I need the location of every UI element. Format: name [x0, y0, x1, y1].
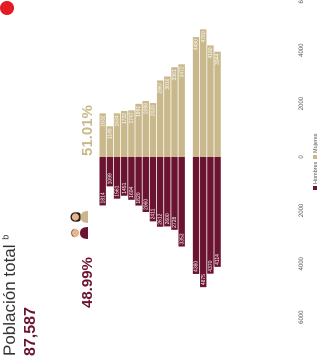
bar-hombres	[200, 156, 207, 288]
bar-hombres	[128, 156, 135, 200]
bar-mujeres	[192, 37, 200, 157]
legend-label: Hombres	[313, 161, 319, 184]
bar-label-mujeres: 3361	[172, 69, 178, 80]
bar-label-hombres: 2600	[165, 213, 171, 224]
bar-hombres	[106, 157, 114, 187]
bar-label-hombres: 2411	[151, 208, 157, 219]
bar-mujeres	[142, 100, 149, 157]
bar-hombres	[192, 157, 200, 274]
bar-mujeres	[128, 110, 135, 157]
bar-hombres	[142, 157, 149, 213]
bar-label-mujeres: 1722	[122, 113, 128, 124]
bar-hombres	[207, 157, 214, 274]
bar-label-hombres: 1451	[122, 182, 128, 193]
bar-hombres	[99, 157, 106, 206]
bar-hombres	[164, 157, 171, 227]
bar-mujeres	[156, 80, 164, 157]
bar-hombres	[121, 157, 128, 196]
bar-mujeres	[164, 76, 171, 157]
bar-mujeres	[113, 113, 121, 157]
bar-label-mujeres: 2020	[151, 105, 157, 116]
bar-label-mujeres: 1634	[115, 115, 121, 126]
bar-hombres	[214, 157, 221, 267]
bar-hombres	[156, 157, 164, 227]
bar-mujeres	[207, 45, 214, 157]
bar-label-hombres: 4380	[194, 261, 200, 272]
bar-label-hombres: 4875	[201, 274, 207, 285]
bar-mujeres	[171, 67, 178, 157]
bar-hombres	[113, 156, 121, 199]
bar-label-hombres: 1604	[129, 186, 135, 197]
bar-label-mujeres: 2098	[143, 103, 149, 114]
bar-mujeres	[214, 51, 221, 157]
bar-hombres	[135, 156, 142, 206]
axis-tick-label: 4000	[299, 256, 305, 270]
bar-label-mujeres: 1632	[100, 115, 106, 126]
bar-label-hombres: 2060	[143, 199, 149, 210]
axis-tick-label: 2000	[299, 96, 305, 110]
axis-tick-label: 6000	[299, 0, 305, 3]
bar-hombres	[149, 157, 157, 222]
bar-label-mujeres: 3016	[165, 78, 171, 89]
woman-icon	[70, 211, 88, 223]
bar-hombres	[171, 157, 178, 230]
legend-label: Mujeres	[313, 133, 319, 153]
bar-label-mujeres: 1991	[136, 106, 142, 117]
bar-label-hombres: 2728	[172, 216, 178, 227]
bar-hombres	[178, 157, 185, 247]
bar-mujeres	[149, 103, 157, 157]
axis-tick-label: 0	[299, 155, 305, 159]
bar-label-mujeres: 4180	[208, 47, 214, 58]
bar-mujeres	[99, 113, 106, 157]
bar-label-hombres: 4370	[208, 260, 214, 271]
legend-swatch	[313, 186, 317, 190]
bar-label-hombres: 1820	[136, 192, 142, 203]
bar-label-mujeres: 1149	[107, 128, 113, 139]
legend-swatch	[313, 155, 317, 159]
bar-label-hombres: 1561	[115, 185, 121, 196]
bar-mujeres	[121, 111, 128, 157]
bar-mujeres	[200, 29, 207, 157]
bar-label-hombres: 4114	[215, 254, 221, 265]
man-icon	[70, 227, 88, 239]
bar-mujeres	[106, 126, 114, 157]
bar-label-mujeres: 1747	[129, 112, 135, 123]
axis-tick-label: 4000	[299, 43, 305, 57]
bar-label-mujeres: 2867	[158, 82, 164, 93]
axis-tick-label: 2000	[299, 203, 305, 217]
bar-mujeres	[178, 64, 185, 157]
bar-label-mujeres: 3472	[179, 66, 185, 77]
bar-label-hombres: 1099	[107, 173, 113, 184]
bar-mujeres	[135, 103, 142, 157]
bar-label-mujeres: 4780	[201, 31, 207, 42]
bar-label-mujeres: 3944	[215, 53, 221, 64]
bar-label-hombres: 3353	[179, 233, 185, 244]
bar-label-hombres: 1814	[100, 192, 106, 203]
bar-label-hombres: 2612	[158, 213, 164, 224]
axis-tick-label: 6000	[299, 310, 305, 324]
bar-label-mujeres: 4490	[194, 39, 200, 50]
